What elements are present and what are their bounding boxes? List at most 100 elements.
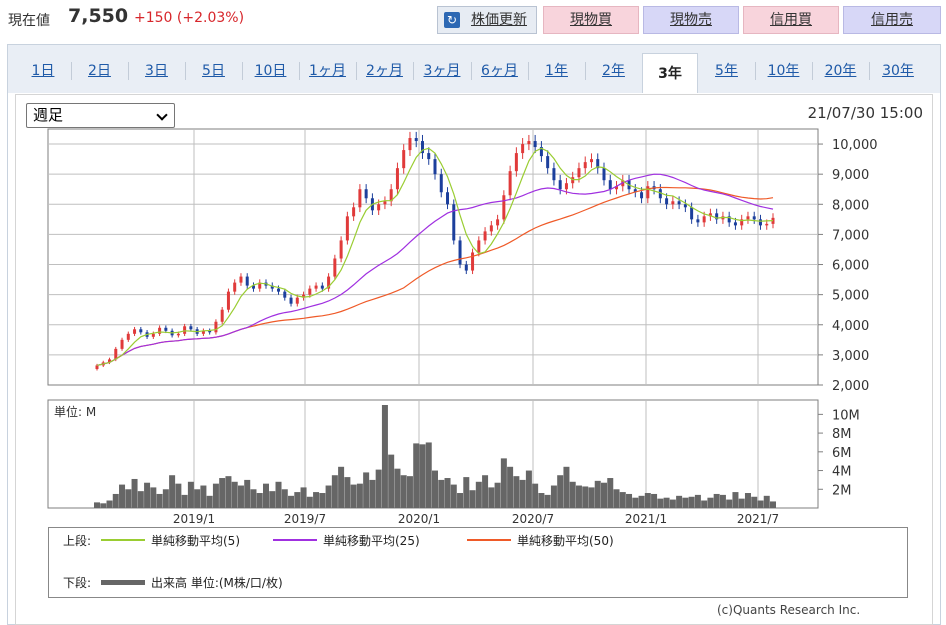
tab-period-12[interactable]: 3年 <box>642 53 698 95</box>
volume-bar <box>557 475 564 508</box>
volume-bar <box>669 499 676 508</box>
volume-bar <box>726 499 733 508</box>
volume-bar <box>519 479 526 508</box>
candle-body <box>533 141 537 148</box>
price-change: +150 (+2.03%) <box>134 10 245 26</box>
legend-ma5-swatch <box>101 539 145 541</box>
margin-sell-button[interactable]: 信用売 <box>843 6 941 34</box>
volume-bar <box>701 500 708 508</box>
volume-bar <box>256 493 263 508</box>
candle-body <box>220 309 224 322</box>
volume-bar <box>507 466 514 508</box>
margin-buy-button[interactable]: 信用買 <box>743 6 839 34</box>
tab-period-15[interactable]: 20年 <box>812 57 869 85</box>
tab-period-7[interactable]: 2ヶ月 <box>356 57 413 85</box>
x-tick-label: 2020/7 <box>512 512 554 526</box>
tab-period-4[interactable]: 5日 <box>185 57 242 85</box>
price-tick-label: 10,000 <box>832 138 878 153</box>
tab-period-5[interactable]: 10日 <box>242 57 299 85</box>
tab-period-10[interactable]: 1年 <box>528 57 585 85</box>
candle-body <box>245 276 249 286</box>
tab-period-11[interactable]: 2年 <box>585 57 642 85</box>
spot-sell-button[interactable]: 現物売 <box>643 6 739 34</box>
volume-bar <box>419 444 426 508</box>
candle-body <box>251 285 255 289</box>
volume-bar <box>713 493 720 508</box>
interval-select-value: 週足 <box>33 106 64 124</box>
volume-tick-label: 2M <box>832 483 852 498</box>
candle-body <box>327 276 331 289</box>
volume-bar <box>281 489 288 508</box>
candle-body <box>602 168 606 181</box>
candle-body <box>314 285 318 289</box>
tab-period-label: 3ヶ月 <box>423 63 461 79</box>
chart-timestamp: 21/07/30 15:00 <box>807 104 923 122</box>
tab-period-8[interactable]: 3ヶ月 <box>413 57 471 85</box>
volume-bar <box>119 484 126 508</box>
candle-body <box>389 189 393 202</box>
candle-body <box>646 186 650 199</box>
tab-period-16[interactable]: 30年 <box>869 57 927 85</box>
volume-bar <box>744 493 751 508</box>
candle-body <box>521 144 525 154</box>
volume-bar <box>363 472 370 508</box>
candle-body <box>552 168 556 181</box>
candle-body <box>408 138 412 151</box>
candle-body <box>477 240 481 253</box>
candle-body <box>558 180 562 190</box>
volume-bar <box>438 479 445 508</box>
candle-body <box>377 204 381 211</box>
tab-period-1[interactable]: 1日 <box>15 57 71 85</box>
volume-bar <box>757 500 764 508</box>
tab-period-9[interactable]: 6ヶ月 <box>471 57 528 85</box>
candle-body <box>727 216 731 223</box>
refresh-price-label: 株価更新 <box>471 12 527 28</box>
candle-body <box>508 171 512 196</box>
candle-body <box>358 189 362 208</box>
tab-period-6[interactable]: 1ヶ月 <box>299 57 356 85</box>
candle-body <box>295 297 299 304</box>
volume-bar <box>626 493 633 508</box>
candle-body <box>746 216 750 220</box>
chart-credit: (c)Quants Research Inc. <box>717 603 861 617</box>
spot-buy-label: 現物買 <box>570 12 612 28</box>
tab-period-label: 5日 <box>202 63 225 79</box>
volume-bar <box>181 494 188 508</box>
candle-body <box>596 159 600 169</box>
volume-bar <box>187 481 194 508</box>
tab-period-13[interactable]: 5年 <box>698 57 755 85</box>
spot-buy-button[interactable]: 現物買 <box>543 6 639 34</box>
volume-bar <box>344 477 351 508</box>
candle-body <box>333 258 337 277</box>
price-tick-label: 9,000 <box>832 168 869 183</box>
volume-bar <box>444 478 451 508</box>
candle-body <box>483 231 487 241</box>
candle-body <box>633 189 637 193</box>
tab-period-2[interactable]: 2日 <box>71 57 128 85</box>
candle-body <box>640 192 644 199</box>
current-price-value: 7,550 <box>68 5 129 27</box>
interval-select[interactable]: 週足 <box>26 103 175 128</box>
candle-body <box>270 285 274 289</box>
legend-volume: 出来高 単位:(M株/口/枚) <box>151 576 283 590</box>
candle-body <box>564 183 568 190</box>
volume-bar <box>525 470 532 508</box>
refresh-price-button[interactable]: ↻ 株価更新 <box>437 6 537 34</box>
candle-body <box>258 282 262 289</box>
volume-tick-label: 6M <box>832 446 852 461</box>
spot-sell-label: 現物売 <box>670 12 712 28</box>
ma25-line <box>96 173 774 366</box>
volume-bar <box>601 482 607 508</box>
volume-bar <box>619 492 626 508</box>
volume-bar <box>751 496 758 508</box>
tab-period-3[interactable]: 3日 <box>128 57 185 85</box>
volume-bar <box>369 479 376 508</box>
candle-body <box>733 222 737 226</box>
volume-bar <box>388 454 395 508</box>
tab-period-14[interactable]: 10年 <box>755 57 812 85</box>
volume-bar <box>306 496 313 508</box>
tab-period-label: 20年 <box>824 63 857 79</box>
volume-bar <box>131 478 138 508</box>
candle-body <box>126 333 130 340</box>
